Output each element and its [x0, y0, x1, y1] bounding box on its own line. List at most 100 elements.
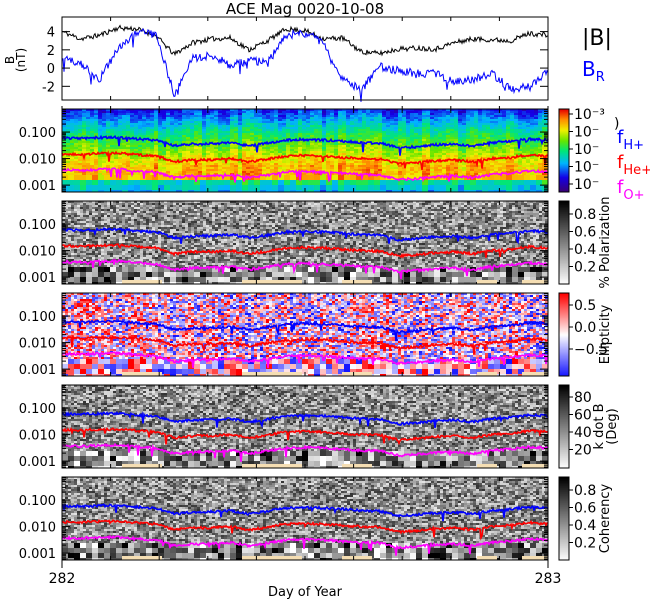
- legend-label-main: f: [617, 127, 624, 148]
- power-spectrogram-axes: [61, 108, 573, 193]
- colorbar-label: 20: [574, 443, 592, 459]
- colorbar-label: 0.2: [574, 536, 596, 552]
- colorbar-label: −0.5: [574, 342, 608, 358]
- y-tick-label: 0.001: [19, 547, 56, 562]
- colorbar-label: 0.5: [574, 298, 596, 314]
- colorbar-label: 10⁻: [574, 142, 599, 158]
- kdotb-spectrogram: [62, 385, 548, 468]
- legend-label-main: f: [617, 177, 624, 198]
- gyro-line-f-hplus: [61, 227, 549, 245]
- y-tick-label: 0.100: [19, 494, 56, 509]
- y-tick-label: 0.100: [19, 310, 56, 325]
- gyro-line-f-heplus: [61, 242, 549, 259]
- y-tick-label: 0.010: [19, 245, 56, 260]
- legend-b-r: BR: [582, 57, 605, 85]
- y-tick-label: 0.010: [19, 337, 56, 352]
- y-tick-label: 4: [47, 26, 55, 41]
- x-tick-label-283: 283: [535, 571, 562, 587]
- series-line-b-r: [61, 28, 549, 102]
- gyro-line-f-heplus: [62, 334, 549, 355]
- y-tick-label: 0.010: [19, 429, 56, 444]
- y-tick-label: 0.100: [19, 126, 56, 141]
- y-tick-label: 0.001: [19, 179, 56, 194]
- colorbar-label: 0.0: [574, 320, 596, 336]
- colorbar-label: 60: [574, 408, 592, 424]
- legend-f-oplus: fO+: [617, 177, 644, 203]
- legend-b-r-sub: R: [596, 70, 605, 85]
- y-tick-label: -2: [42, 80, 55, 95]
- y-tick-label: 0.100: [19, 218, 56, 233]
- field-ylabel: B (nT): [3, 48, 28, 72]
- y-tick-label: 0.001: [19, 363, 56, 378]
- y-tick-label: 0.010: [19, 153, 56, 168]
- coherency-spectrogram-axes: Coherency: [61, 476, 613, 561]
- gyro-line-f-hplus: [61, 319, 549, 341]
- colorbar-subtitle-text: (Deg): [605, 408, 620, 444]
- colorbar: [559, 109, 569, 192]
- power-spectrogram: [62, 109, 548, 192]
- field-ylabel-units: (nT): [14, 48, 28, 72]
- colorbar-frame: [558, 108, 570, 193]
- legend-b-r-main: B: [582, 57, 596, 81]
- spectrogram-frame: [61, 292, 549, 377]
- colorbar: [559, 477, 569, 560]
- colorbar-frame: [558, 292, 570, 377]
- gyro-line-f-oplus: [61, 350, 549, 369]
- colorbar-title-text: % Polarization: [598, 196, 613, 288]
- legend-b-total: |B|: [582, 26, 612, 51]
- colorbar-label: 0.2: [574, 260, 596, 276]
- polarization-spectrogram: [62, 201, 548, 284]
- legend-label-sub: O+: [623, 188, 644, 203]
- colorbar-title: % Polarization: [598, 196, 613, 288]
- y-tick-label: 0.100: [19, 402, 56, 417]
- colorbar-label: 10⁻: [574, 177, 599, 193]
- legend-label-sub: He+: [623, 163, 650, 178]
- colorbar-title-text: Coherency: [598, 483, 613, 553]
- colorbar-label: 0.6: [574, 225, 596, 241]
- kdotb-spectrogram-axes: k dot B(Deg): [61, 384, 620, 469]
- colorbar-title-text: k dot B: [592, 403, 607, 449]
- colorbar-label: 80: [574, 390, 592, 406]
- colorbar-label: 0.6: [574, 501, 596, 517]
- gyro-line-f-oplus: [61, 534, 549, 556]
- colorbar-label: 0.4: [574, 518, 596, 534]
- colorbar-label: 10⁻: [574, 160, 599, 176]
- spectrogram-frame: [61, 108, 549, 193]
- colorbar-frame: [558, 200, 570, 285]
- chart-title: ACE Mag 0020-10-08: [226, 0, 384, 18]
- legend-f-hplus: fH+: [617, 127, 644, 153]
- gyro-line-f-oplus: [61, 442, 549, 462]
- y-tick-label: 0.010: [19, 521, 56, 536]
- colorbar-title: k dot B(Deg): [592, 403, 620, 449]
- colorbar-frame: [558, 476, 570, 561]
- spectrogram-frame: [61, 200, 549, 285]
- gyro-legend: fH+fHe+fO+: [617, 127, 650, 203]
- colorbar-label: 0.8: [574, 483, 596, 499]
- spectrogram-frame: [61, 476, 549, 561]
- colorbar-label: 10⁻³: [574, 107, 605, 123]
- ellipticity-spectrogram-axes: Ellipticity: [61, 292, 613, 377]
- gyro-line-f-oplus: [61, 258, 549, 280]
- x-axis-label: Day of Year: [268, 585, 343, 600]
- colorbar-fragment: ): [614, 116, 619, 132]
- colorbar-title: Coherency: [598, 483, 613, 553]
- series-line-b-total: [61, 24, 549, 57]
- gyro-line-f-hplus: [61, 503, 549, 522]
- polarization-spectrogram-axes: % Polarization: [61, 196, 613, 289]
- gyro-line-f-hplus: [61, 411, 549, 429]
- y-tick-label: 2: [47, 44, 55, 59]
- gyro-line-f-hplus: [61, 134, 549, 156]
- colorbar-title-text: Ellipticity: [598, 304, 613, 364]
- colorbar-label: 0.8: [574, 207, 596, 223]
- spectrogram-frame: [61, 384, 549, 469]
- legend-label-sub: H+: [623, 138, 644, 153]
- field-panel: [61, 16, 549, 109]
- colorbar: [559, 201, 569, 284]
- field-ylabel-b: B: [3, 56, 17, 64]
- colorbar-label: 10⁻: [574, 125, 599, 141]
- colorbar-label: 40: [574, 425, 592, 441]
- colorbar: [559, 293, 569, 376]
- colorbar: [559, 385, 569, 468]
